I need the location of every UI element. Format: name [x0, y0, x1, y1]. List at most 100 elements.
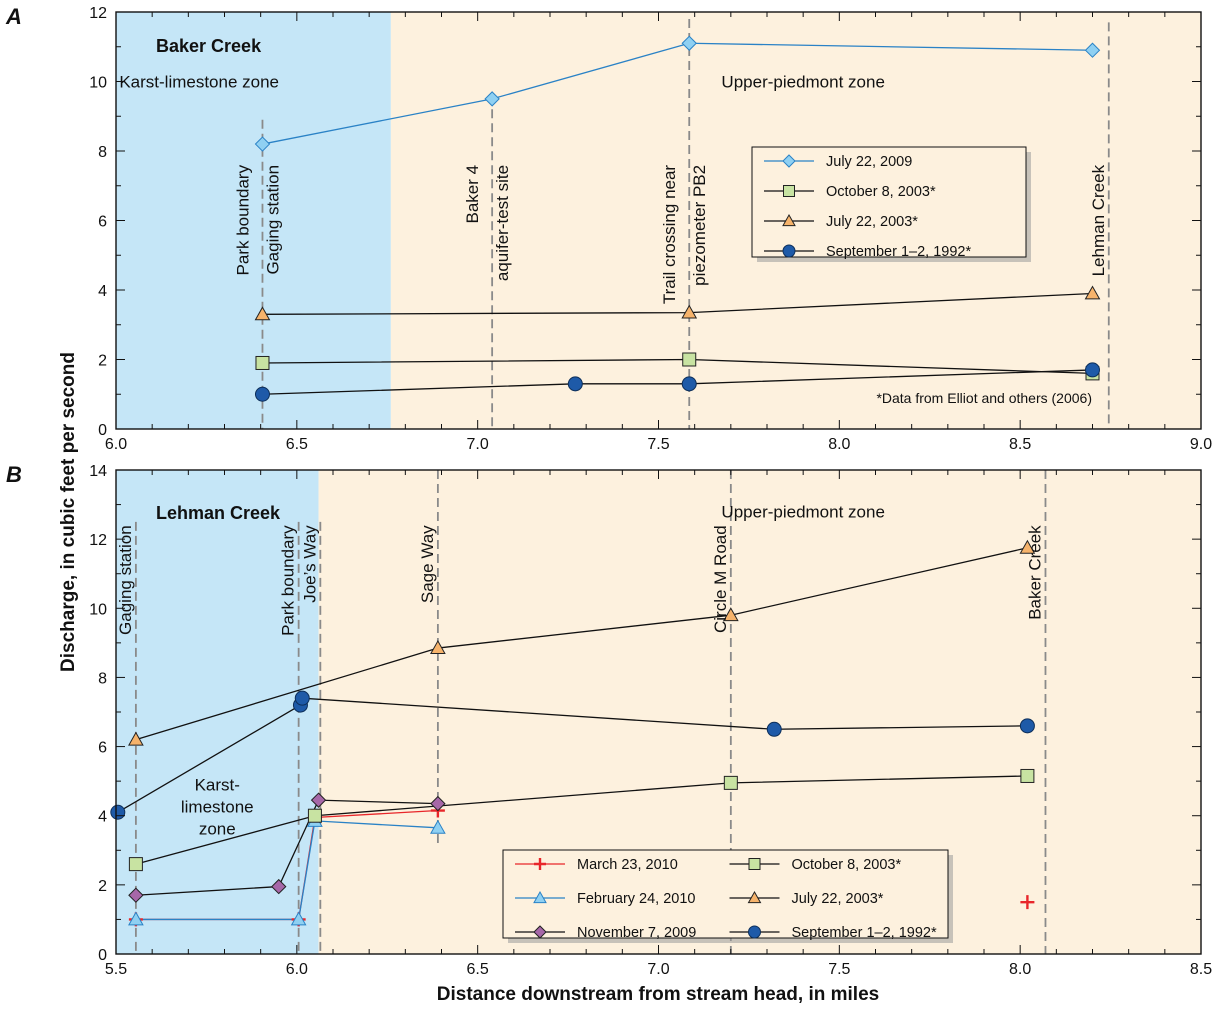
panel-b-series-february-24-2010-point	[290, 911, 307, 926]
panel-b-series-november-7-2009-point	[430, 795, 446, 812]
panel-a-zone-0-background	[116, 12, 391, 429]
panel-b-series-october-8-2003-point	[128, 857, 143, 872]
panel-b-x-tick-label: 7.0	[647, 961, 669, 978]
panel-b-site-label: Baker Creek	[1025, 525, 1044, 620]
panel-a-site-label: Park boundary	[233, 164, 252, 275]
panel-a-legend-label: October 8, 2003*	[826, 184, 936, 200]
panel-b-series-november-7-2009-point	[310, 792, 327, 808]
panel-a-legend-marker	[783, 185, 795, 197]
panel-b-series-july-22-2003-line	[135, 547, 1028, 741]
panel-a-series-september-1-2-1992-point	[567, 376, 583, 392]
panel-b-x-tick-label: 8.5	[1190, 961, 1212, 978]
panel-a-site-label: piezometer PB2	[690, 165, 709, 286]
panel-b-legend-label: February 24, 2010	[577, 891, 696, 907]
panel-b-letter: B	[6, 462, 22, 487]
panel-a-series-july-22-2009-point	[254, 136, 271, 152]
panel-b-series-october-8-2003-line	[135, 775, 1028, 865]
panel-b-y-tick-label: 10	[89, 601, 107, 618]
panel-a-x-tick-label: 9.0	[1190, 436, 1212, 453]
panel-a-site-label: Gaging station	[263, 165, 282, 275]
panel-a-series-october-8-2003-point	[682, 352, 697, 367]
panel-b-legend-label: July 22, 2003*	[792, 891, 884, 907]
panel-a-site-label: Lehman Creek	[1089, 164, 1108, 276]
panel-b-series-september-1-2-1992-point	[294, 690, 310, 706]
panel-b-x-tick-label: 8.0	[1009, 961, 1031, 978]
panel-b-series-february-24-2010-line	[135, 820, 438, 921]
panel-b-x-tick-label: 6.0	[286, 961, 308, 978]
panel-b-series-november-7-2009-line	[135, 799, 438, 896]
panel-b-legend-marker	[534, 858, 546, 870]
panel-b-legend-marker	[533, 890, 547, 904]
panel-a-site-label: aquifer-test site	[493, 165, 512, 281]
panel-b-zone-label: limestone	[181, 798, 254, 817]
panel-b-legend-label: November 7, 2009	[577, 925, 696, 941]
panel-a-letter: A	[5, 4, 22, 29]
panel-b-x-tick-label: 5.5	[105, 961, 127, 978]
panel-b-site-label: Sage Way	[418, 525, 437, 603]
panel-b-site-label: Park boundary	[279, 525, 298, 636]
panel-a-series-july-22-2003-point	[681, 304, 698, 319]
panel-b-series-october-8-2003-point	[723, 775, 738, 790]
footnote: *Data from Elliot and others (2006)	[876, 390, 1092, 406]
panel-a-series-july-22-2009-point	[681, 35, 697, 51]
panel-a-y-tick-label: 0	[98, 422, 107, 439]
panel-a-legend-label: July 22, 2003*	[826, 214, 918, 230]
panel-b-series-september-1-2-1992-point	[1019, 718, 1035, 734]
panel-b-series-march-23-2010-point	[1020, 895, 1035, 910]
panel-b-series-february-24-2010-point	[128, 911, 144, 926]
panel-b-legend-marker	[533, 925, 547, 939]
panel-a-legend-marker	[782, 213, 796, 227]
panel-b-y-tick-label: 8	[98, 670, 107, 687]
panel-a-x-tick-label: 8.0	[828, 436, 850, 453]
panel-b-legend-label: October 8, 2003*	[792, 857, 902, 873]
panel-b-series-october-8-2003-point	[1020, 768, 1035, 783]
panel-a-zone-label: Upper-piedmont zone	[721, 73, 884, 92]
panel-b-y-tick-label: 6	[98, 740, 107, 757]
panel-b-zone-label: Upper-piedmont zone	[721, 502, 884, 521]
panel-b-y-tick-label: 12	[89, 532, 107, 549]
panel-b-series-july-22-2003-point	[722, 607, 739, 622]
panel-a-x-tick-label: 6.0	[105, 436, 127, 453]
panel-a-y-tick-label: 4	[98, 283, 107, 300]
panel-a-y-tick-label: 2	[98, 353, 107, 370]
panel-b-legend-label: September 1–2, 1992*	[792, 925, 937, 941]
panel-b-site-label: Joe’s Way	[300, 525, 319, 603]
panel-a-legend-label: July 22, 2009	[826, 154, 912, 170]
panel-b-y-tick-label: 0	[98, 947, 107, 964]
panel-a-title: Baker Creek	[156, 36, 262, 56]
panel-a-y-tick-label: 12	[89, 5, 107, 22]
panel-a-x-tick-label: 8.5	[1009, 436, 1031, 453]
panel-b-series-november-7-2009-point	[128, 887, 144, 903]
panel-a-y-tick-label: 10	[89, 75, 107, 92]
panel-b-y-tick-label: 4	[98, 809, 107, 826]
panel-b-series-july-22-2003-point	[430, 640, 446, 655]
panel-a-x-tick-label: 6.5	[286, 436, 308, 453]
y-axis-label: Discharge, in cubic feet per second	[58, 352, 79, 672]
panel-b-y-tick-label: 14	[89, 463, 107, 480]
panel-a-series-july-22-2009-point	[484, 91, 500, 107]
panel-a-series-september-1-2-1992-point	[681, 376, 697, 392]
panel-b-x-tick-label: 7.5	[828, 961, 850, 978]
panel-b-legend-label: March 23, 2010	[577, 857, 678, 873]
panel-a-series-september-1-2-1992-point	[1085, 362, 1100, 378]
panel-a-legend-marker	[782, 244, 796, 258]
panel-a-legend-label: September 1–2, 1992*	[826, 244, 971, 260]
panel-b-legend-marker	[748, 858, 761, 870]
panel-a-legend-marker	[782, 154, 796, 168]
panel-b-series-october-8-2003-point	[307, 808, 322, 823]
panel-a-series-october-8-2003-point	[255, 355, 270, 370]
panel-b-title: Lehman Creek	[156, 503, 281, 523]
panel-a-series-july-22-2003-point	[1084, 285, 1101, 300]
panel-a-series-july-22-2003-point	[254, 306, 271, 321]
panel-b-series-november-7-2009-point	[271, 878, 287, 895]
panel-b-series-july-22-2003-point	[1019, 539, 1036, 554]
panel-a-site-label: Trail crossing near	[660, 165, 679, 305]
panel-b-series-september-1-2-1992-point	[110, 804, 126, 820]
panel-b-series-september-1-2-1992-point	[766, 721, 782, 737]
x-axis-label: Distance downstream from stream head, in…	[437, 984, 879, 1005]
panel-b-legend-marker	[747, 890, 762, 904]
panel-b-zone-label: Karst-	[195, 776, 240, 795]
panel-a-zone-label: Karst-limestone zone	[119, 73, 279, 92]
panel-b-series-july-22-2003-point	[128, 731, 144, 746]
